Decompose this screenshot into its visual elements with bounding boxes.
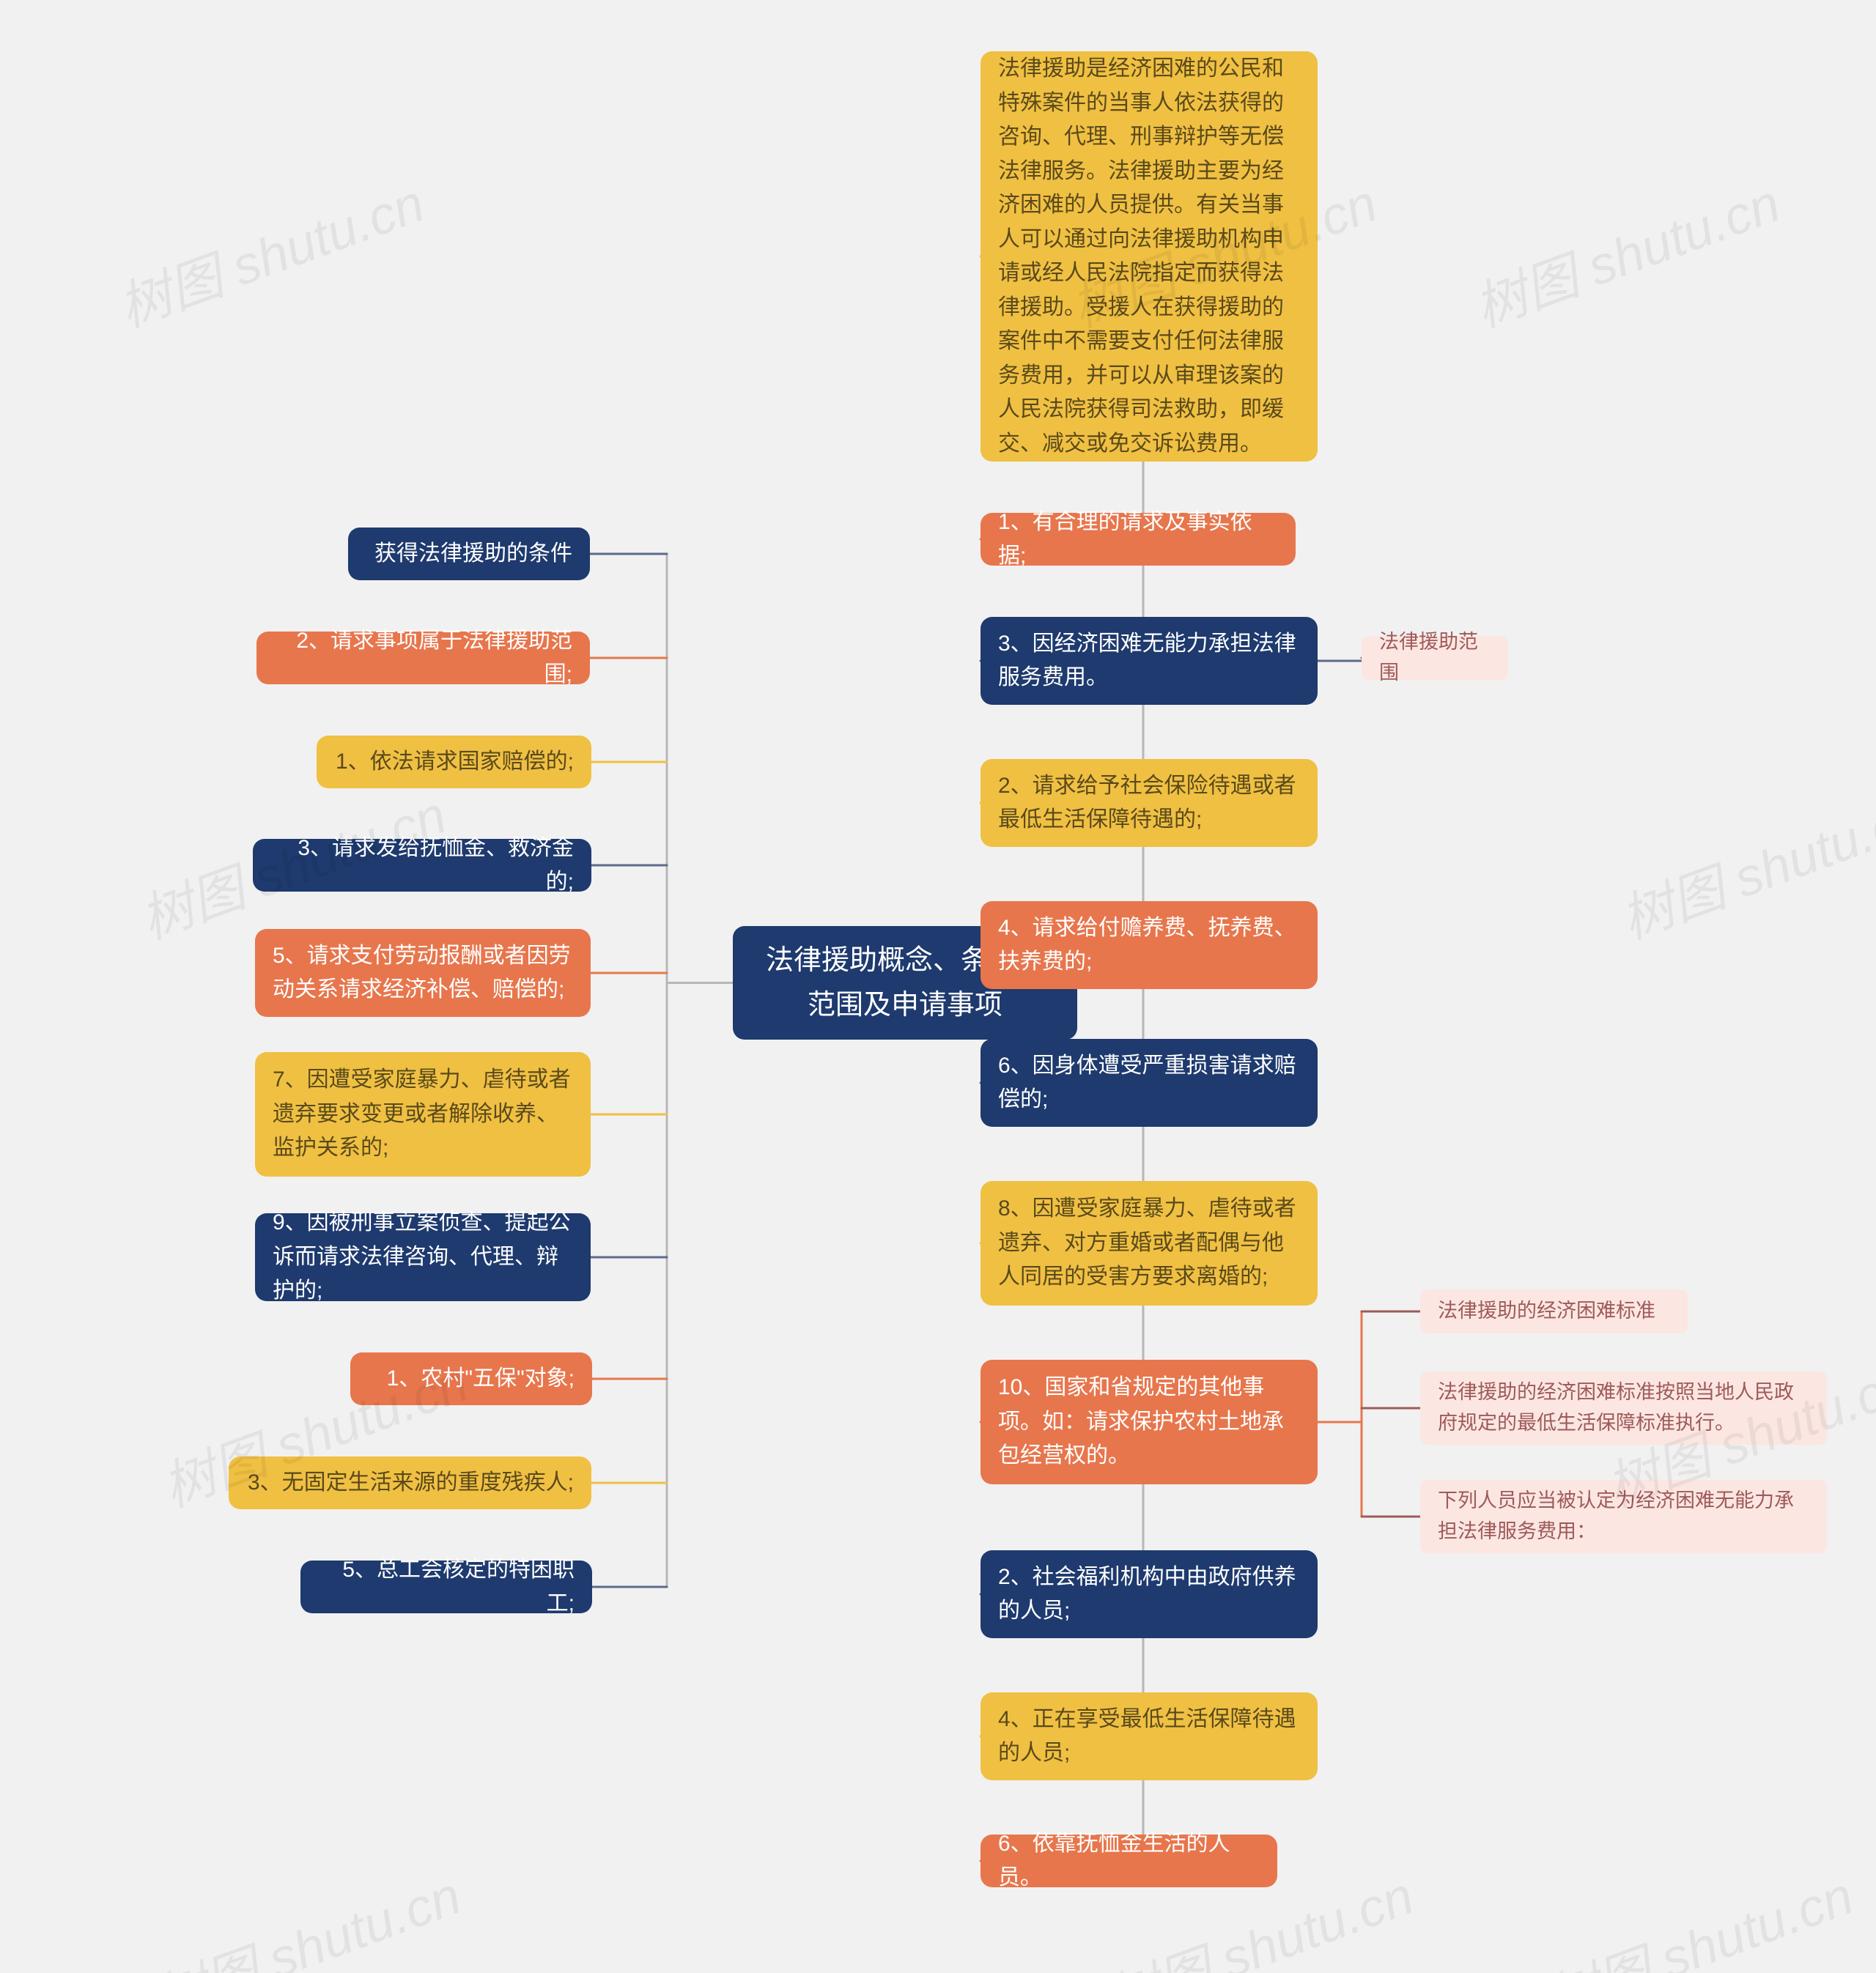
mindmap-node[interactable]: 3、请求发给抚恤金、救济金的; xyxy=(253,839,591,892)
mindmap-node-label: 法律援助是经济困难的公民和特殊案件的当事人依法获得的咨询、代理、刑事辩护等无偿法… xyxy=(981,40,1318,473)
mindmap-node-label: 6、依靠抚恤金生活的人员。 xyxy=(981,1818,1277,1904)
mindmap-node[interactable]: 8、因遭受家庭暴力、虐待或者遗弃、对方重婚或者配偶与他人同居的受害方要求离婚的; xyxy=(981,1181,1318,1306)
mindmap-node[interactable]: 10、国家和省规定的其他事项。如：请求保护农村土地承包经营权的。 xyxy=(981,1360,1318,1484)
mindmap-node[interactable]: 1、农村"五保"对象; xyxy=(350,1352,592,1405)
mindmap-node[interactable]: 法律援助是经济困难的公民和特殊案件的当事人依法获得的咨询、代理、刑事辩护等无偿法… xyxy=(981,51,1318,462)
mindmap-node-label: 3、因经济困难无能力承担法律服务费用。 xyxy=(981,615,1318,707)
mindmap-node-label: 10、国家和省规定的其他事项。如：请求保护农村土地承包经营权的。 xyxy=(981,1359,1318,1485)
mindmap-node-label: 2、请求给予社会保险待遇或者最低生活保障待遇的; xyxy=(981,758,1318,849)
mindmap-node[interactable]: 3、因经济困难无能力承担法律服务费用。 xyxy=(981,617,1318,705)
mindmap-canvas: 法律援助概念、条件、范围及申请事项 获得法律援助的条件2、请求事项属于法律援助范… xyxy=(0,0,1876,1973)
mindmap-node[interactable]: 4、正在享受最低生活保障待遇的人员; xyxy=(981,1692,1318,1780)
mindmap-node-label: 1、有合理的请求及事实依据; xyxy=(981,497,1296,582)
mindmap-node[interactable]: 法律援助的经济困难标准按照当地人民政府规定的最低生活保障标准执行。 xyxy=(1420,1372,1827,1445)
watermark: 树图 shutu.cn xyxy=(143,1853,470,1973)
mindmap-node-label: 2、社会福利机构中由政府供养的人员; xyxy=(981,1549,1318,1640)
watermark: 树图 shutu.cn xyxy=(1535,1853,1862,1973)
mindmap-node-label: 3、请求发给抚恤金、救济金的; xyxy=(253,823,591,908)
mindmap-node-label: 法律援助范围 xyxy=(1362,618,1508,697)
mindmap-node[interactable]: 5、总工会核定的特困职工; xyxy=(300,1561,592,1613)
mindmap-node[interactable]: 4、请求给付赡养费、抚养费、扶养费的; xyxy=(981,901,1318,989)
mindmap-node-label: 获得法律援助的条件 xyxy=(348,528,590,580)
mindmap-node[interactable]: 2、社会福利机构中由政府供养的人员; xyxy=(981,1550,1318,1638)
mindmap-node-label: 5、总工会核定的特困职工; xyxy=(300,1544,592,1630)
mindmap-node[interactable]: 2、请求给予社会保险待遇或者最低生活保障待遇的; xyxy=(981,759,1318,847)
mindmap-node-label: 7、因遭受家庭暴力、虐待或者遗弃要求变更或者解除收养、监护关系的; xyxy=(255,1051,591,1177)
mindmap-node[interactable]: 法律援助的经济困难标准 xyxy=(1420,1289,1688,1333)
mindmap-node-label: 6、因身体遭受严重损害请求赔偿的; xyxy=(981,1037,1318,1129)
mindmap-node-label: 3、无固定生活来源的重度残疾人; xyxy=(229,1457,591,1509)
mindmap-node[interactable]: 6、依靠抚恤金生活的人员。 xyxy=(981,1835,1277,1887)
mindmap-node[interactable]: 3、无固定生活来源的重度残疾人; xyxy=(229,1456,591,1509)
mindmap-node-label: 1、农村"五保"对象; xyxy=(350,1353,592,1405)
mindmap-node[interactable]: 9、因被刑事立案侦查、提起公诉而请求法律咨询、代理、辩护的; xyxy=(255,1213,591,1301)
mindmap-node-label: 4、请求给付赡养费、抚养费、扶养费的; xyxy=(981,900,1318,991)
mindmap-node[interactable]: 获得法律援助的条件 xyxy=(348,528,590,580)
mindmap-node-label: 2、请求事项属于法律援助范围; xyxy=(256,615,590,701)
mindmap-node-label: 下列人员应当被认定为经济困难无能力承担法律服务费用： xyxy=(1420,1474,1827,1559)
mindmap-node-label: 5、请求支付劳动报酬或者因劳动关系请求经济补偿、赔偿的; xyxy=(255,928,591,1019)
mindmap-node[interactable]: 下列人员应当被认定为经济困难无能力承担法律服务费用： xyxy=(1420,1480,1827,1553)
watermark: 树图 shutu.cn xyxy=(1609,772,1876,954)
mindmap-node[interactable]: 2、请求事项属于法律援助范围; xyxy=(256,632,590,684)
mindmap-node-label: 9、因被刑事立案侦查、提起公诉而请求法律咨询、代理、辩护的; xyxy=(255,1194,591,1320)
mindmap-node[interactable]: 1、依法请求国家赔偿的; xyxy=(317,736,591,788)
mindmap-node-label: 1、依法请求国家赔偿的; xyxy=(317,736,591,788)
mindmap-node[interactable]: 7、因遭受家庭暴力、虐待或者遗弃要求变更或者解除收养、监护关系的; xyxy=(255,1052,591,1177)
watermark: 树图 shutu.cn xyxy=(106,160,433,342)
mindmap-node-label: 法律援助的经济困难标准 xyxy=(1420,1287,1688,1336)
mindmap-node-label: 法律援助的经济困难标准按照当地人民政府规定的最低生活保障标准执行。 xyxy=(1420,1366,1827,1451)
watermark: 树图 shutu.cn xyxy=(1462,160,1789,342)
mindmap-node[interactable]: 5、请求支付劳动报酬或者因劳动关系请求经济补偿、赔偿的; xyxy=(255,929,591,1017)
mindmap-node[interactable]: 1、有合理的请求及事实依据; xyxy=(981,513,1296,566)
mindmap-node-label: 8、因遭受家庭暴力、虐待或者遗弃、对方重婚或者配偶与他人同居的受害方要求离婚的; xyxy=(981,1180,1318,1306)
mindmap-node[interactable]: 6、因身体遭受严重损害请求赔偿的; xyxy=(981,1039,1318,1127)
mindmap-node-label: 4、正在享受最低生活保障待遇的人员; xyxy=(981,1691,1318,1783)
mindmap-node[interactable]: 法律援助范围 xyxy=(1362,636,1508,680)
